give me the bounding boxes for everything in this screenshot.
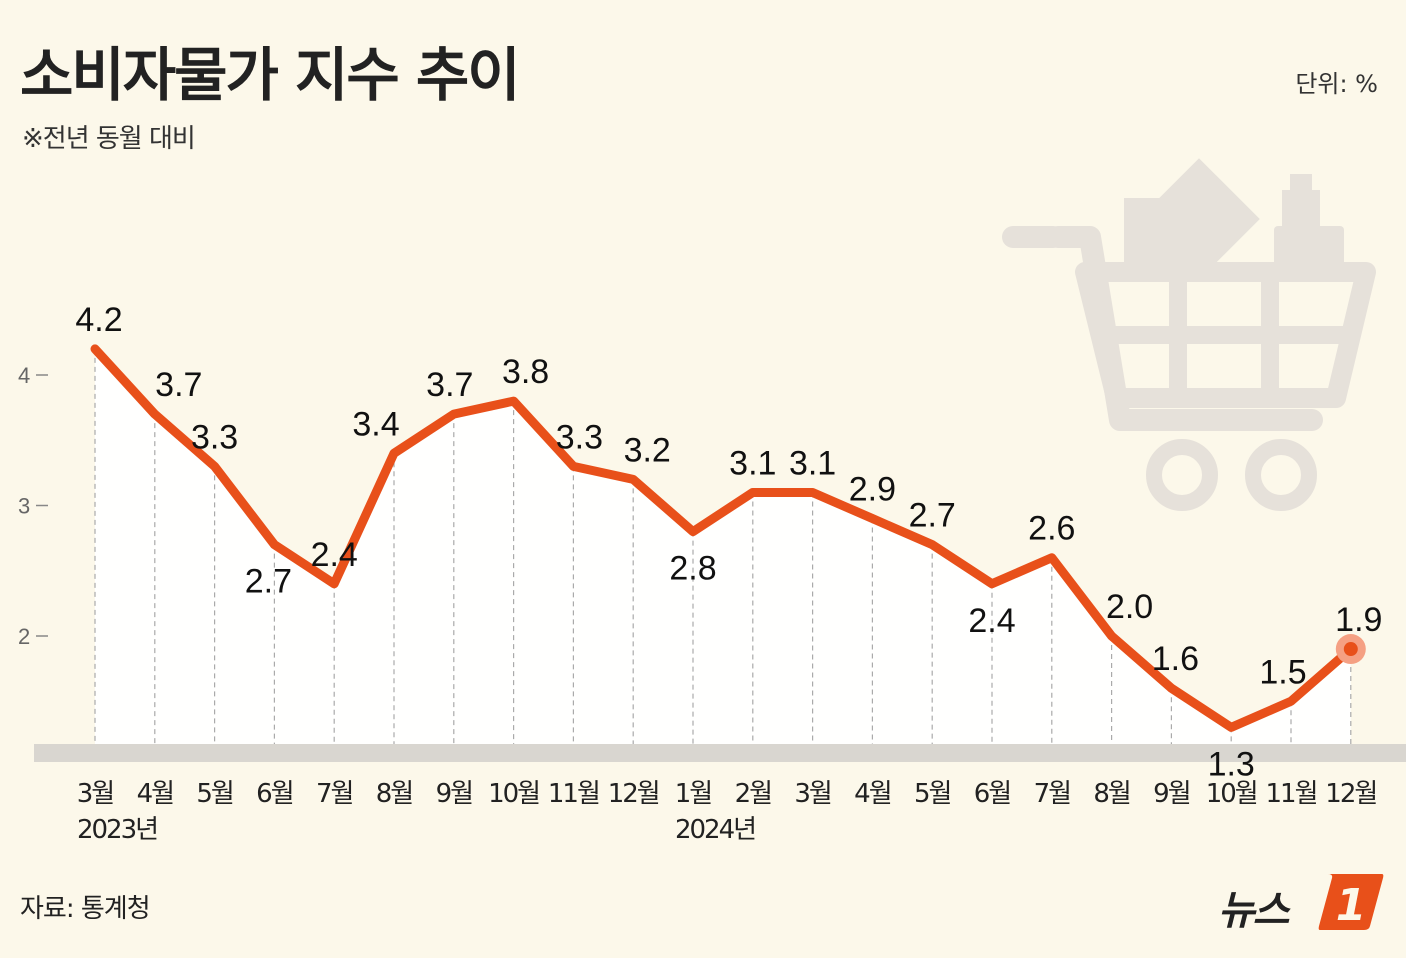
x-tick-label: 11월 <box>1265 779 1316 809</box>
data-label: 2.7 <box>909 497 956 535</box>
data-label: 2.0 <box>1106 588 1153 626</box>
x-axis: 3월 4월 5월 6월 7월 8월 9월 10월 11월 12월 1월 2월 3월 4월 5월 6월 7월 8월 9… <box>77 779 1379 845</box>
y-axis: 2 3 4 <box>18 363 48 649</box>
data-label: 1.3 <box>1208 745 1255 783</box>
chart-subtitle: ※전년 동월 대비 <box>22 124 196 154</box>
series-polyline <box>90 344 1356 732</box>
data-label: 2.4 <box>311 536 358 574</box>
data-label: 3.3 <box>191 418 238 456</box>
x-tick-label: 9월 <box>1153 779 1190 809</box>
baseline-band-shape <box>34 744 1406 762</box>
x-year-label: 2023년 <box>77 815 157 845</box>
data-label: 3.8 <box>502 353 549 391</box>
x-tick-label: 6월 <box>974 779 1011 809</box>
x-tick-label: 3월 <box>77 779 114 809</box>
data-label: 3.7 <box>155 366 202 404</box>
data-label: 2.6 <box>1028 510 1075 548</box>
shopping-cart-icon <box>1002 158 1376 511</box>
x-tick-label: 1월 <box>675 779 712 809</box>
x-tick-label: 8월 <box>376 779 413 809</box>
x-tick-label: 10월 <box>1206 779 1257 809</box>
data-label: 3.4 <box>352 405 399 443</box>
x-tick-label: 12월 <box>608 779 659 809</box>
data-labels: 4.23.73.32.72.43.43.7 3.83.3 3.22.83.1 3.12… <box>75 301 1382 783</box>
y-tick-label: 2 <box>18 624 30 649</box>
logo-mark-icon: 1 <box>1318 874 1384 931</box>
data-label: 3.2 <box>624 431 671 469</box>
x-tick-label: 10월 <box>488 779 539 809</box>
x-tick-label: 2월 <box>735 779 772 809</box>
x-tick-label: 12월 <box>1325 779 1376 809</box>
data-label: 1.9 <box>1335 601 1382 639</box>
data-label: 3.3 <box>556 418 603 456</box>
guide-lines <box>94 348 1352 760</box>
data-label: 3.1 <box>729 444 776 482</box>
data-label: 2.7 <box>245 563 292 601</box>
x-tick-label: 5월 <box>196 779 233 809</box>
x-tick-label: 4월 <box>854 779 891 809</box>
y-tick-label: 4 <box>18 363 30 388</box>
data-label: 1.6 <box>1152 640 1199 678</box>
x-tick-label: 8월 <box>1093 779 1130 809</box>
x-tick-label: 5월 <box>914 779 951 809</box>
data-label: 1.5 <box>1259 653 1306 691</box>
x-tick-label: 7월 <box>1034 779 1071 809</box>
data-points <box>1335 634 1366 665</box>
data-label: 2.9 <box>849 471 896 509</box>
x-tick-label: 11월 <box>548 779 599 809</box>
news1-logo: 뉴스 1 <box>1218 868 1388 934</box>
source-label: 자료: 통계청 <box>20 894 151 924</box>
series-line <box>90 344 1356 732</box>
x-tick-label: 3월 <box>794 779 831 809</box>
baseline-band <box>34 744 1406 762</box>
highlight-point <box>1343 642 1358 657</box>
data-label: 3.7 <box>426 366 473 404</box>
x-tick-label: 7월 <box>316 779 353 809</box>
y-tick-label: 3 <box>18 494 30 519</box>
data-label: 2.8 <box>669 550 716 588</box>
unit-label: 단위: % <box>1295 70 1378 98</box>
data-label: 3.1 <box>789 444 836 482</box>
x-tick-label: 9월 <box>436 779 473 809</box>
x-tick-label: 4월 <box>137 779 174 809</box>
x-year-label: 2024년 <box>675 815 755 845</box>
x-tick-label: 6월 <box>256 779 293 809</box>
logo-mark-digit: 1 <box>1336 880 1367 931</box>
data-label: 2.4 <box>968 602 1015 640</box>
logo-text: 뉴스 <box>1218 888 1290 934</box>
page-title: 소비자물가 지수 추이 <box>20 41 521 109</box>
data-label: 4.2 <box>75 301 122 339</box>
